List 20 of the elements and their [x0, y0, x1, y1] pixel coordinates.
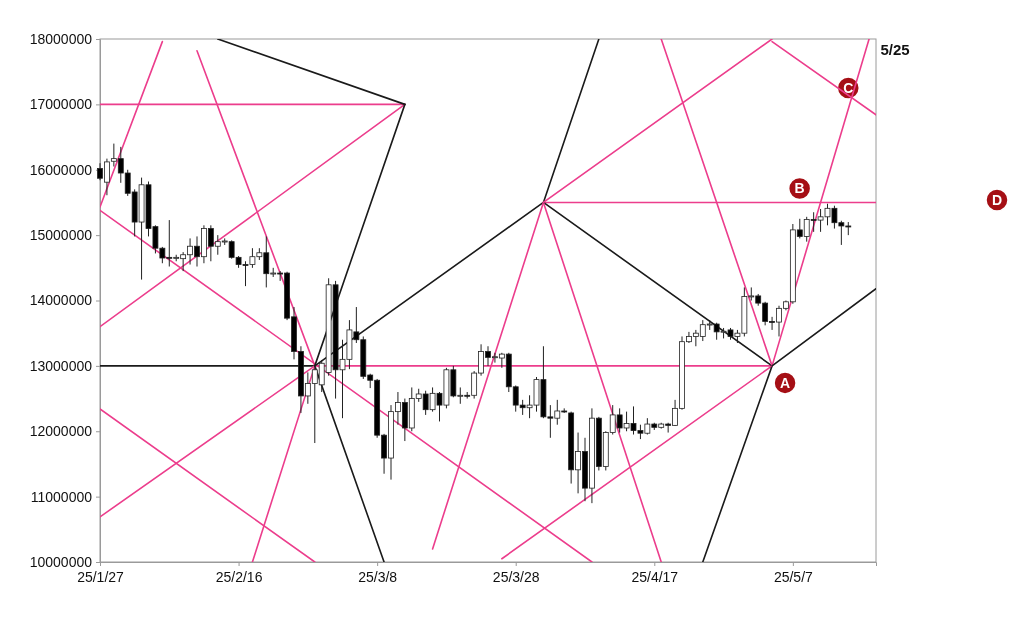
annotation: B: [794, 180, 805, 197]
x-tick-label: 25/4/17: [631, 568, 679, 585]
x-tick-label: 25/2/16: [215, 568, 263, 585]
y-tick-label: 17000000: [29, 96, 93, 113]
x-tick-label: 25/5/7: [773, 568, 814, 585]
y-tick-label: 16000000: [29, 161, 93, 178]
x-tick-label: 25/3/28: [492, 568, 540, 585]
x-tick-label: 25/1/27: [77, 568, 125, 585]
y-tick-label: 14000000: [29, 292, 93, 309]
text: 5/25: [880, 41, 910, 58]
annotation: A: [780, 374, 791, 391]
y-tick-label: 12000000: [29, 423, 93, 440]
y-tick-label: 15000000: [29, 227, 93, 244]
annotation: C: [843, 80, 854, 97]
y-tick-label: 13000000: [29, 357, 93, 374]
y-tick-label: 10000000: [29, 553, 93, 570]
text: D: [991, 192, 1003, 208]
y-tick-label: 11000000: [30, 488, 93, 505]
y-tick-label: 18000000: [29, 30, 93, 47]
x-tick-label: 25/3/8: [358, 568, 398, 585]
